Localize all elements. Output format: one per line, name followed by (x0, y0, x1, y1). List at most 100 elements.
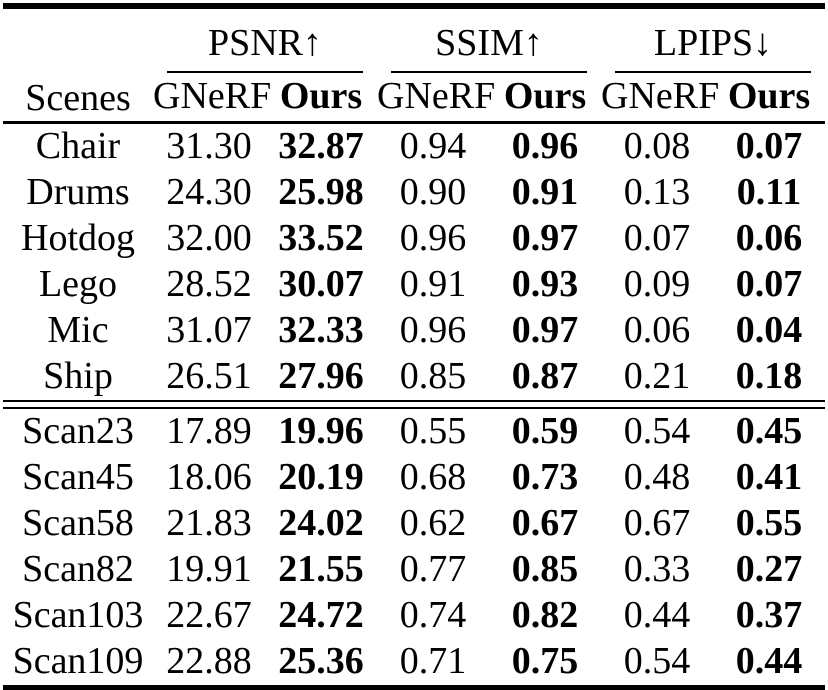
metric-value: 20.19 (278, 456, 364, 499)
metric-value: 30.07 (278, 263, 364, 306)
subheader-gnerf: GNeRF (601, 73, 719, 124)
metric-value: 0.96 (511, 125, 579, 168)
metric-value: 0.67 (511, 502, 579, 545)
metric-value: 25.36 (278, 640, 364, 683)
table-row: Drums 24.30 25.98 0.90 0.91 0.13 0.11 (3, 170, 825, 216)
subheader-ours: Ours (713, 73, 825, 124)
metric-value: 0.33 (623, 548, 691, 591)
scene-label: Ship (43, 355, 113, 398)
table-row: Scan58 21.83 24.02 0.62 0.67 0.67 0.55 (3, 501, 825, 547)
lpips-label: LPIPS↓ (615, 22, 811, 73)
scene-label: Mic (47, 309, 109, 352)
metric-value: 17.89 (166, 410, 252, 453)
metric-value: 0.27 (735, 548, 803, 591)
table-row: Lego 28.52 30.07 0.91 0.93 0.09 0.07 (3, 262, 825, 308)
group-header-row: Scenes PSNR↑ SSIM↑ LPIPS↓ (3, 6, 825, 124)
metric-value: 21.55 (278, 548, 364, 591)
metric-value: 0.54 (623, 640, 691, 683)
table-row: Ship 26.51 27.96 0.85 0.87 0.21 0.18 (3, 354, 825, 401)
metric-value: 0.87 (511, 355, 579, 398)
metric-value: 19.91 (166, 548, 252, 591)
metric-value: 0.07 (735, 125, 803, 168)
metric-value: 25.98 (278, 171, 364, 214)
metric-value: 0.08 (623, 125, 691, 168)
metric-value: 0.93 (511, 263, 579, 306)
ssim-label: SSIM↑ (391, 22, 587, 73)
metric-value: 0.11 (736, 171, 802, 214)
metric-value: 0.07 (623, 217, 691, 260)
metric-value: 18.06 (166, 456, 252, 499)
metric-value: 0.96 (399, 309, 467, 352)
metric-value: 24.02 (278, 502, 364, 545)
table-row: Scan103 22.67 24.72 0.74 0.82 0.44 0.37 (3, 593, 825, 639)
metric-value: 21.83 (166, 502, 252, 545)
scenes-header: Scenes (3, 6, 153, 124)
scene-label: Chair (35, 125, 121, 168)
metric-value: 0.37 (735, 594, 803, 637)
metric-value: 0.48 (623, 456, 691, 499)
subheader-gnerf: GNeRF (377, 73, 495, 124)
scene-label: Scan58 (22, 502, 134, 545)
table-row: Hotdog 32.00 33.52 0.96 0.97 0.07 0.06 (3, 216, 825, 262)
metric-value: 0.45 (735, 410, 803, 453)
table-row: Mic 31.07 32.33 0.96 0.97 0.06 0.04 (3, 308, 825, 354)
metric-value: 0.21 (623, 355, 691, 398)
sub-header-row: GNeRF Ours GNeRF Ours GNeRF Ours (3, 73, 825, 124)
block-scans: Scan23 17.89 19.96 0.55 0.59 0.54 0.45 S… (3, 408, 825, 688)
metric-value: 0.74 (399, 594, 467, 637)
metric-value: 0.68 (399, 456, 467, 499)
group-header-psnr: PSNR↑ (153, 6, 377, 73)
table-row: Scan23 17.89 19.96 0.55 0.59 0.54 0.45 (3, 408, 825, 455)
metric-value: 0.73 (511, 456, 579, 499)
metric-value: 0.18 (735, 355, 803, 398)
metric-value: 0.71 (399, 640, 467, 683)
metric-value: 0.44 (623, 594, 691, 637)
metric-value: 0.41 (735, 456, 803, 499)
metric-value: 26.51 (166, 355, 252, 398)
scene-label: Drums (26, 171, 130, 214)
metric-value: 0.62 (399, 502, 467, 545)
metric-value: 19.96 (278, 410, 364, 453)
block-separator-double-rule (3, 400, 825, 409)
metric-value: 0.97 (511, 217, 579, 260)
metric-value: 0.77 (399, 548, 467, 591)
metric-value: 0.75 (511, 640, 579, 683)
table-row: Scan109 22.88 25.36 0.71 0.75 0.54 0.44 (3, 639, 825, 688)
metric-value: 0.91 (511, 171, 579, 214)
metric-value: 31.07 (166, 309, 252, 352)
scene-label: Lego (38, 263, 118, 306)
metric-value: 32.00 (166, 217, 252, 260)
metric-value: 0.67 (623, 502, 691, 545)
scene-label: Scan103 (12, 594, 144, 637)
metric-value: 32.33 (278, 309, 364, 352)
table-row: Scan45 18.06 20.19 0.68 0.73 0.48 0.41 (3, 455, 825, 501)
block-synthetic: Chair 31.30 32.87 0.94 0.96 0.08 0.07 Dr… (3, 123, 825, 409)
metric-value: 28.52 (166, 263, 252, 306)
metric-value: 0.94 (399, 125, 467, 168)
metric-value: 0.07 (735, 263, 803, 306)
subheader-ours: Ours (489, 73, 601, 124)
metric-value: 0.44 (735, 640, 803, 683)
metric-value: 0.59 (511, 410, 579, 453)
metric-value: 22.67 (166, 594, 252, 637)
metric-value: 0.06 (735, 217, 803, 260)
metric-value: 0.85 (511, 548, 579, 591)
scene-label: Scan82 (22, 548, 134, 591)
metric-value: 0.55 (399, 410, 467, 453)
group-header-lpips: LPIPS↓ (601, 6, 825, 73)
metric-value: 24.72 (278, 594, 364, 637)
scene-label: Scan23 (22, 410, 134, 453)
metric-value: 22.88 (166, 640, 252, 683)
scene-label: Hotdog (21, 217, 135, 260)
metric-value: 0.97 (511, 309, 579, 352)
metric-value: 0.96 (399, 217, 467, 260)
metric-value: 31.30 (166, 125, 252, 168)
group-header-ssim: SSIM↑ (377, 6, 601, 73)
table-row: Scan82 19.91 21.55 0.77 0.85 0.33 0.27 (3, 547, 825, 593)
scene-label: Scan45 (22, 456, 134, 499)
metric-value: 32.87 (278, 125, 364, 168)
metric-value: 33.52 (278, 217, 364, 260)
psnr-label: PSNR↑ (167, 22, 363, 73)
metric-value: 0.09 (623, 263, 691, 306)
